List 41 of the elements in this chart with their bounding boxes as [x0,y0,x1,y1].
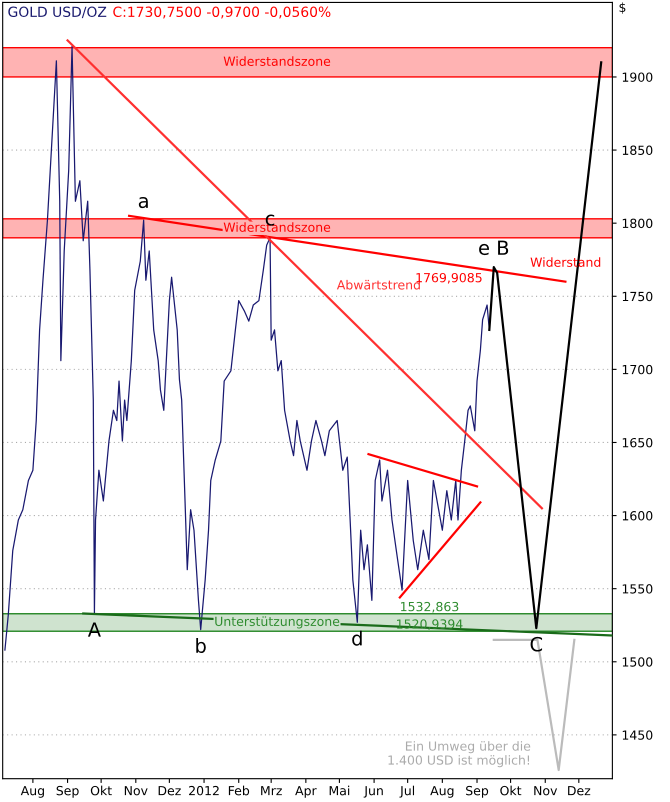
x-tick-label: Okt [500,786,522,796]
y-tick-label: 1500 [622,657,652,667]
x-tick-label: Nov [124,786,148,796]
x-tick-label: Jul [399,786,414,798]
x-tick-label: Dez [568,786,590,796]
x-tick-label: Jun [364,786,383,798]
x-tick-label: 2012 [189,786,219,796]
x-tick-label: Nov [534,786,558,796]
annotation: b [196,638,206,653]
x-tick-label: Feb [228,786,250,796]
y-tick-label: 1850 [622,146,652,155]
band-label: Widerstandszone [224,56,330,66]
x-tick-label: Mrz [261,786,282,796]
y-tick-label: 1700 [622,364,652,374]
annotation: Ein Umweg über die 1.400 USD ist möglich! [388,741,530,768]
x-tick-label: Sep [56,786,79,798]
x-tick-label: Dez [158,786,181,796]
x-tick-label: Okt [90,786,112,796]
x-tick-label: Sep [466,786,488,798]
chart-title: GOLD USD/OZ [8,6,106,18]
y-tick-label: 1900 [622,72,652,82]
y-tick-label: 1750 [622,292,652,302]
annotation: d [352,630,362,646]
y-tick-label: 1800 [622,218,652,228]
ref-line-label: 1532,863 [401,602,458,613]
y-axis-title: $ [620,2,626,14]
y-tick-label: 1450 [622,730,652,740]
y-tick-label: 1600 [622,511,652,521]
chart-subtitle: C:1730,7500 -0,9700 -0,0560% [113,6,330,18]
x-tick-label: Aug [430,786,454,798]
annotation: C [530,636,542,652]
annotation: a [138,196,148,208]
x-tick-label: Apr [295,786,317,798]
y-tick-label: 1650 [622,438,652,448]
y-tick-label: 1550 [622,584,652,594]
x-tick-label: Aug [20,786,44,798]
annotation: e B [479,240,508,256]
line-series [4,46,490,651]
band-label: Unterstützungszone [215,616,340,628]
line-series [488,61,602,630]
x-tick-label: Mai [330,786,350,796]
